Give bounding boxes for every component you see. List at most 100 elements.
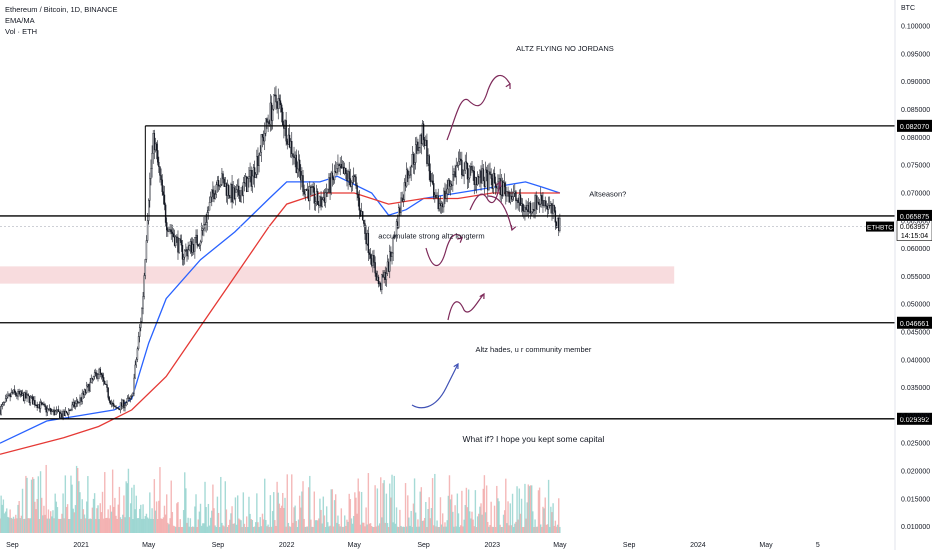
candle-body xyxy=(395,221,398,236)
candle-body xyxy=(274,94,276,96)
candle-body xyxy=(439,203,442,207)
volume-bar xyxy=(452,511,454,533)
volume-bar xyxy=(518,488,521,533)
candle-body xyxy=(56,409,59,411)
volume-bar xyxy=(493,505,496,533)
candle-body xyxy=(558,217,560,231)
volume-bar xyxy=(153,479,156,533)
volume-bar xyxy=(341,526,344,533)
candle-body xyxy=(125,402,127,406)
candle-body xyxy=(49,408,52,412)
volume-bar xyxy=(266,526,268,533)
volume-bar xyxy=(171,511,174,533)
candle-body xyxy=(118,408,121,411)
candle-body xyxy=(292,153,294,157)
x-tick-label: May xyxy=(348,542,362,549)
y-tick-label: 0.095000 xyxy=(901,51,930,58)
candle-body xyxy=(42,403,44,405)
candle-body xyxy=(516,199,518,202)
indicator-ema-ma[interactable]: EMA/MA xyxy=(5,16,35,25)
candle-body xyxy=(119,402,122,411)
candle-body xyxy=(4,398,7,403)
volume-bar xyxy=(476,516,479,533)
volume-bar xyxy=(457,513,460,533)
candle-body xyxy=(277,98,279,109)
volume-bar xyxy=(163,505,166,533)
candle-body xyxy=(184,250,186,258)
volume-bar xyxy=(209,517,212,533)
indicator-volume[interactable]: Vol · ETH xyxy=(5,27,38,36)
candle-body xyxy=(463,170,465,177)
candle-body xyxy=(220,184,222,187)
candle-body xyxy=(514,191,516,194)
volume-bar xyxy=(288,526,291,533)
volume-bar xyxy=(491,526,493,533)
volume-bar xyxy=(462,526,464,533)
volume-bar xyxy=(48,518,51,533)
candle-body xyxy=(152,133,154,154)
candle-body xyxy=(303,191,305,195)
volume-bar xyxy=(167,522,169,533)
volume-bar xyxy=(104,472,106,533)
candle-body xyxy=(482,168,484,182)
candle-body xyxy=(351,176,354,183)
volume-bar xyxy=(92,498,95,533)
volume-bar xyxy=(65,506,68,533)
annotation-text: What if? I hope you kept some capital xyxy=(463,434,605,444)
candle-body xyxy=(490,173,492,179)
candle-body xyxy=(437,195,439,210)
candle-body xyxy=(321,199,323,207)
candle-body xyxy=(233,187,236,200)
volume-bar xyxy=(47,509,50,533)
candle-body xyxy=(502,182,505,197)
volume-bar xyxy=(150,518,152,533)
x-tick-label: May xyxy=(142,542,156,549)
chart-legend: Ethereum / Bitcoin, 1D, BINANCE EMA/MA V… xyxy=(5,4,118,37)
volume-bar xyxy=(51,516,53,533)
candle-body xyxy=(177,237,179,253)
countdown-text: 14:15:04 xyxy=(901,233,928,240)
candle-body xyxy=(218,185,221,187)
volume-bar xyxy=(236,495,239,533)
candle-body xyxy=(473,171,475,185)
candle-body xyxy=(524,207,526,212)
candle-body xyxy=(230,183,232,198)
candle-body xyxy=(115,406,117,408)
candle-body xyxy=(78,401,80,403)
volume-bar xyxy=(516,486,518,533)
candle-body xyxy=(276,101,278,109)
volume-bar xyxy=(225,509,228,533)
volume-bar xyxy=(464,505,466,533)
volume-bar xyxy=(402,526,404,533)
volume-bar xyxy=(507,501,509,533)
candle-body xyxy=(90,377,92,383)
volume-bar xyxy=(149,492,151,533)
volume-bar xyxy=(478,513,480,533)
volume-bar xyxy=(162,517,165,533)
volume-bar xyxy=(199,503,202,533)
volume-bar xyxy=(232,523,234,533)
candle-body xyxy=(101,374,104,378)
x-tick-label: Sep xyxy=(623,542,636,549)
candle-body xyxy=(451,183,453,186)
volume-bar xyxy=(444,522,446,533)
axes-layer: BTC 0.100000 0.095000 0.090000 0.085000 0.080… xyxy=(6,0,930,550)
candle-body xyxy=(257,156,259,166)
volume-bar xyxy=(200,525,203,533)
volume-bar xyxy=(307,487,310,533)
candle-body xyxy=(297,159,300,170)
volume-bar xyxy=(120,518,123,533)
candle-body xyxy=(528,202,531,212)
candle-body xyxy=(421,123,424,145)
candle-body xyxy=(413,162,416,165)
volume-bar xyxy=(416,526,418,533)
volume-bar xyxy=(43,505,45,533)
candle-body xyxy=(261,134,264,138)
volume-bar xyxy=(12,516,15,533)
candle-body xyxy=(314,201,317,204)
volume-bar xyxy=(449,499,452,533)
volume-bar xyxy=(70,475,72,533)
candle-body xyxy=(234,192,237,200)
candle-body xyxy=(150,168,152,179)
